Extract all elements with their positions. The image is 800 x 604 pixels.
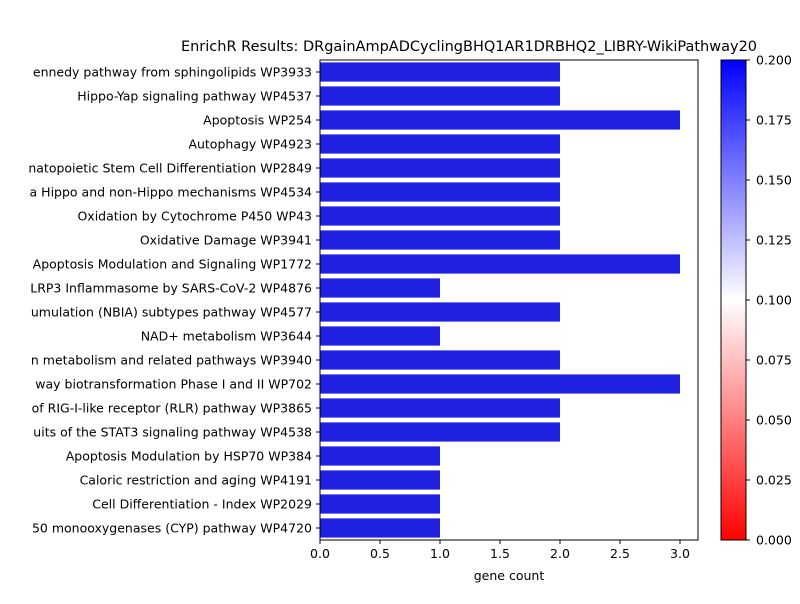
bar	[320, 230, 560, 250]
bar	[320, 278, 440, 298]
colorbar-tick-label: 0.150	[756, 173, 792, 188]
colorbar-tick-label: 0.075	[756, 353, 792, 368]
y-tick-label: way biotransformation Phase I and II WP7…	[35, 377, 312, 392]
y-tick-label: Autophagy WP4923	[188, 137, 312, 152]
bar	[320, 254, 680, 274]
bar	[320, 134, 560, 154]
bar	[320, 398, 560, 418]
bar	[320, 158, 560, 178]
colorbar: 0.000 0.025 0.050 0.075 0.100 0.125 0.150 0.175…	[720, 53, 792, 548]
colorbar-tick-label: 0.175	[756, 113, 792, 128]
y-tick-label: of RIG-I-like receptor (RLR) pathway WP3…	[32, 401, 312, 416]
y-tick-label: Cell Differentiation - Index WP2029	[92, 497, 312, 512]
plot-frame	[319, 59, 699, 541]
x-tick-label: 2.0	[550, 546, 570, 561]
y-tick-label: Oxidative Damage WP3941	[140, 233, 312, 248]
y-tick-label: NAD+ metabolism WP3644	[141, 329, 312, 344]
y-tick-label: Apoptosis WP254	[203, 113, 312, 128]
bar	[320, 86, 560, 106]
y-tick-label: a Hippo and non-Hippo mechanisms WP4534	[30, 185, 312, 200]
colorbar-tick-label: 0.200	[756, 53, 792, 68]
y-tick-label: LRP3 Inflammasome by SARS-CoV-2 WP4876	[30, 281, 312, 296]
x-axis: 0.0 0.5 1.0 1.5 2.0 2.5 3.0	[310, 540, 690, 561]
colorbar-tick-label: 0.100	[756, 293, 792, 308]
colorbar-gradient	[720, 59, 747, 541]
y-tick-label: Oxidation by Cytochrome P450 WP43	[77, 209, 312, 224]
bar	[320, 110, 680, 130]
y-tick-label: uits of the STAT3 signaling pathway WP45…	[33, 425, 312, 440]
bar	[320, 374, 680, 394]
y-tick-label: Apoptosis Modulation and Signaling WP177…	[33, 257, 312, 272]
bars-group	[320, 62, 680, 538]
x-tick-label: 0.5	[370, 546, 390, 561]
colorbar-tick-label: 0.050	[756, 413, 792, 428]
y-tick-label: natopoietic Stem Cell Differentiation WP…	[28, 161, 312, 176]
y-tick-label: umulation (NBIA) subtypes pathway WP4577	[31, 305, 312, 320]
x-tick-label: 3.0	[670, 546, 690, 561]
colorbar-tick-label: 0.025	[756, 473, 792, 488]
x-tick-label: 2.5	[610, 546, 630, 561]
x-axis-label: gene count	[474, 568, 545, 583]
y-tick-label: Caloric restriction and aging WP4191	[80, 473, 312, 488]
y-tick-label: 50 monooxygenases (CYP) pathway WP4720	[32, 521, 312, 536]
bar	[320, 470, 440, 490]
y-tick-label: Apoptosis Modulation by HSP70 WP384	[66, 449, 312, 464]
bar	[320, 62, 560, 82]
bar	[320, 422, 560, 442]
bar	[320, 494, 440, 514]
bar	[320, 326, 440, 346]
bar	[320, 350, 560, 370]
y-tick-labels: ennedy pathway from sphingolipids WP3933…	[28, 65, 320, 536]
chart-title: EnrichR Results: DRgainAmpADCyclingBHQ1A…	[181, 39, 757, 55]
x-tick-label: 1.0	[430, 546, 450, 561]
bar	[320, 206, 560, 226]
y-tick-label: ennedy pathway from sphingolipids WP3933	[33, 65, 312, 80]
y-tick-label: Hippo-Yap signaling pathway WP4537	[77, 89, 312, 104]
colorbar-tick-label: 0.125	[756, 233, 792, 248]
bar	[320, 182, 560, 202]
bar	[320, 446, 440, 466]
bar	[320, 302, 560, 322]
colorbar-tick-label: 0.000	[756, 533, 792, 548]
x-tick-label: 1.5	[490, 546, 510, 561]
x-tick-label: 0.0	[310, 546, 330, 561]
bar	[320, 518, 440, 538]
y-tick-label: n metabolism and related pathways WP3940	[31, 353, 312, 368]
